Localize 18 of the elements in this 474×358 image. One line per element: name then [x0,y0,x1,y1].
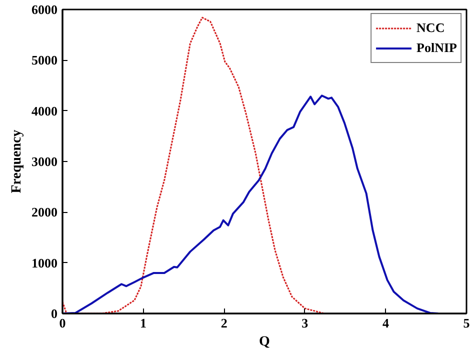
y-tick-label: 4000 [32,103,58,118]
x-tick-label: 5 [463,316,470,330]
x-tick-label: 2 [220,316,228,330]
line-series [62,16,326,314]
x-axis-title: Q [259,334,270,350]
legend-label: PolNIP [416,40,457,56]
legend-label: NCC [416,20,445,36]
y-tick-label: 0 [51,306,58,321]
y-tick-label: 2000 [32,204,58,220]
y-axis-title: Frequency [10,130,24,194]
x-tick-label: 3 [302,316,309,330]
y-tick-label: 1000 [32,255,58,270]
line-series [62,94,440,314]
y-tick-label: 6000 [32,2,58,17]
y-tick-label: 3000 [32,154,58,169]
x-tick-label: 1 [140,316,147,330]
y-tick-label: 5000 [32,52,58,68]
x-tick-label: 4 [382,316,390,330]
